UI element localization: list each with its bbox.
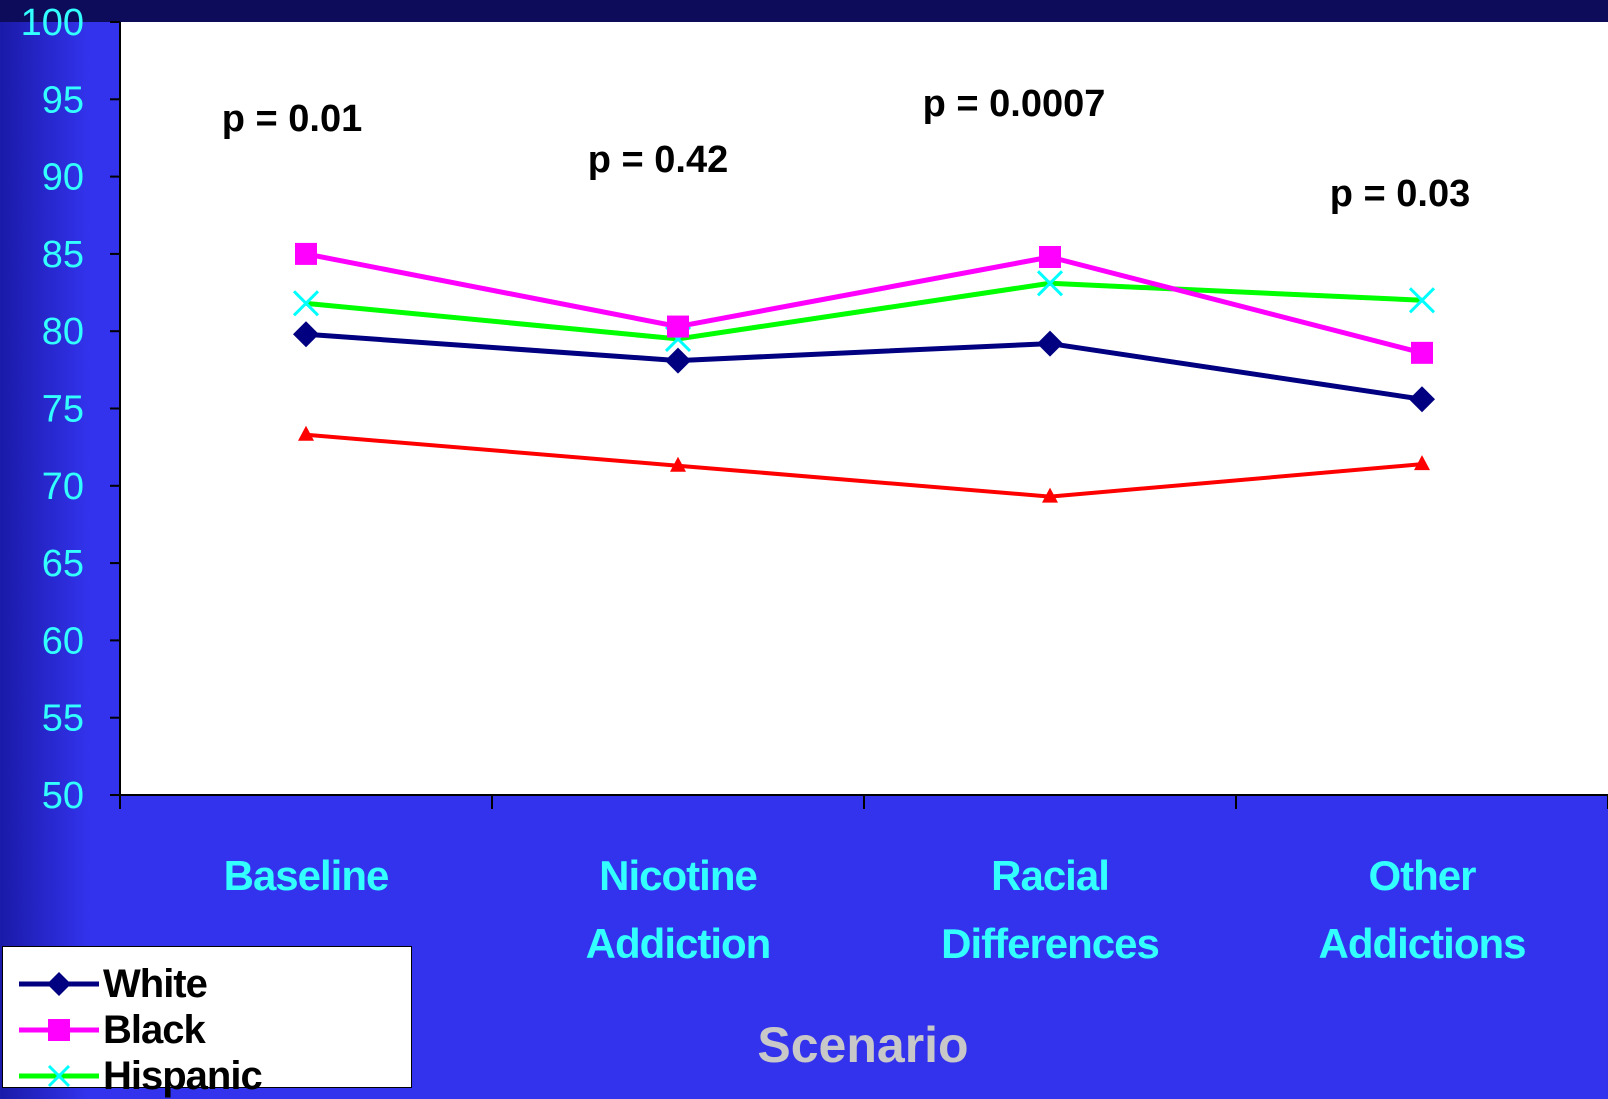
marker-black-0 <box>295 242 317 265</box>
series-black <box>295 242 1433 364</box>
series-series-3 <box>298 425 1430 503</box>
marker-hispanic-0-b <box>292 290 320 317</box>
marker-hispanic-2 <box>1036 270 1064 297</box>
marker-hispanic-2-b <box>1036 270 1064 297</box>
marker-black-3 <box>1411 341 1433 364</box>
marker-series-3-1 <box>670 456 686 472</box>
title-band <box>0 0 1608 22</box>
marker-series-3-0 <box>298 425 314 441</box>
y-tick-label-70: 70 <box>42 466 84 508</box>
p-value-baseline: p = 0.01 <box>222 98 362 140</box>
y-tick-labels: 50 55 60 65 70 75 80 85 90 95 100 <box>21 2 84 817</box>
y-tick-label-100: 100 <box>21 2 84 44</box>
x-category-label-1-1: Addiction <box>586 920 771 967</box>
y-tick-label-65: 65 <box>42 543 84 585</box>
x-category-labels: Baseline Nicotine Addiction Racial Differenc… <box>224 852 1527 967</box>
legend-item-hispanic: Hispanic <box>17 1053 263 1099</box>
series-line-black <box>305 251 1423 356</box>
x-axis-title: Scenario <box>757 1017 968 1068</box>
y-tick-label-60: 60 <box>42 620 84 662</box>
y-tick-label-50: 50 <box>42 775 84 817</box>
plot-area <box>120 22 1608 795</box>
marker-hispanic-0 <box>292 290 320 317</box>
marker-white-0 <box>293 321 319 348</box>
legend: White Black Hispanic <box>2 946 412 1098</box>
legend-swatch-hispanic <box>19 1064 99 1088</box>
legend-swatch-white <box>19 972 99 996</box>
p-value-racial: p = 0.0007 <box>923 83 1106 125</box>
legend-swatch-black <box>19 1019 99 1041</box>
x-category-label-1-0: Nicotine <box>599 852 757 899</box>
marker-hispanic-3-b <box>1408 287 1436 314</box>
legend-label-white: White <box>103 961 208 1006</box>
p-value-other: p = 0.03 <box>1330 173 1470 215</box>
series-line-white <box>305 331 1423 402</box>
axis-ticks <box>110 21 1608 809</box>
y-tick-label-80: 80 <box>42 311 84 353</box>
p-value-nicotine: p = 0.42 <box>588 139 728 181</box>
series-layer <box>292 242 1436 503</box>
marker-white-1 <box>665 347 691 374</box>
marker-white-3 <box>1409 386 1435 413</box>
marker-hispanic-3 <box>1408 287 1436 314</box>
y-tick-label-85: 85 <box>42 234 84 276</box>
x-category-label-3-1: Addictions <box>1319 920 1526 967</box>
x-category-label-2-0: Racial <box>991 852 1109 899</box>
marker-black-2 <box>1039 245 1061 268</box>
legend-item-black: Black <box>17 1007 206 1053</box>
y-tick-label-90: 90 <box>42 157 84 199</box>
series-white <box>293 321 1435 413</box>
x-category-label-3-0: Other <box>1368 852 1476 899</box>
y-tick-label-95: 95 <box>42 79 84 121</box>
x-category-label-2-1: Differences <box>941 920 1159 967</box>
series-hispanic <box>292 270 1436 352</box>
legend-label-hispanic: Hispanic <box>103 1053 263 1098</box>
marker-series-3-2 <box>1042 487 1058 503</box>
marker-white-2 <box>1037 330 1063 357</box>
p-value-annotations: p = 0.01 p = 0.42 p = 0.0007 p = 0.03 <box>222 83 1470 215</box>
x-category-label-0-0: Baseline <box>224 852 389 899</box>
legend-label-black: Black <box>103 1007 206 1052</box>
series-line-series-3 <box>305 432 1423 499</box>
marker-black-1 <box>667 315 689 338</box>
y-tick-label-55: 55 <box>42 698 84 740</box>
legend-item-white: White <box>17 961 208 1007</box>
line-chart: 50 55 60 65 70 75 80 85 90 95 100 Baseline Nicotine… <box>21 2 1608 1068</box>
marker-series-3-3 <box>1414 455 1430 471</box>
series-line-hispanic <box>305 280 1423 342</box>
y-tick-label-75: 75 <box>42 389 84 431</box>
